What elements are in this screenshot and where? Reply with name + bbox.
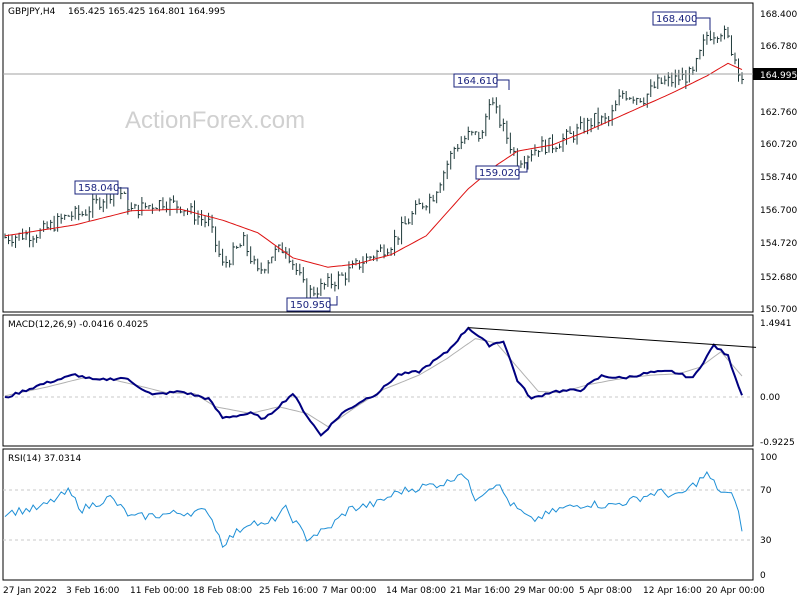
price-tick: 154.720 bbox=[760, 239, 797, 249]
annotation-low2-label: 159.020 bbox=[479, 168, 520, 179]
moving-average-line bbox=[4, 62, 743, 268]
price-axis: 168.400 166.780 164.995 162.760 160.720 … bbox=[753, 10, 797, 315]
price-panel-frame bbox=[2, 2, 754, 313]
price-panel[interactable]: ActionForex.com GBPJPY,H4 165.425 165.42… bbox=[2, 2, 797, 315]
macd-label: MACD(12,26,9) -0.0416 0.4025 bbox=[8, 320, 148, 330]
annotation-high2-label: 164.610 bbox=[457, 76, 498, 87]
time-tick: 14 Mar 08:00 bbox=[386, 586, 446, 596]
price-tick: 150.700 bbox=[760, 305, 797, 315]
price-tick: 162.760 bbox=[760, 108, 797, 118]
macd-tick: 0.00 bbox=[760, 393, 780, 403]
time-tick: 11 Feb 00:00 bbox=[130, 586, 189, 596]
time-tick: 25 Feb 16:00 bbox=[259, 586, 318, 596]
last-price-box bbox=[753, 68, 797, 80]
time-tick: 18 Feb 08:00 bbox=[193, 586, 252, 596]
price-tick: 168.400 bbox=[760, 10, 797, 20]
price-tick: 160.720 bbox=[760, 140, 797, 150]
rsi-panel-frame bbox=[2, 448, 754, 581]
rsi-label: RSI(14) 37.0314 bbox=[8, 454, 81, 464]
last-price-tick: 164.995 bbox=[760, 71, 797, 81]
price-tick: 166.780 bbox=[760, 42, 797, 52]
time-tick: 7 Mar 00:00 bbox=[322, 586, 377, 596]
annotation-low1-label: 150.950 bbox=[290, 300, 331, 311]
symbol-label: GBPJPY,H4 bbox=[8, 7, 56, 17]
rsi-tick: 0 bbox=[760, 571, 766, 581]
price-tick: 152.680 bbox=[760, 273, 797, 283]
time-axis: 27 Jan 2022 3 Feb 16:00 11 Feb 00:00 18 … bbox=[3, 586, 765, 596]
rsi-tick: 30 bbox=[760, 536, 772, 546]
annotation-high1: 158.040 bbox=[74, 180, 129, 200]
time-tick: 3 Feb 16:00 bbox=[66, 586, 120, 596]
time-tick: 20 Apr 00:00 bbox=[706, 586, 765, 596]
annotation-high3-label: 168.400 bbox=[656, 14, 697, 25]
time-tick: 27 Jan 2022 bbox=[3, 586, 57, 596]
annotation-high1-label: 158.040 bbox=[78, 183, 119, 194]
annotation-high2: 164.610 bbox=[453, 73, 510, 90]
macd-main-line bbox=[4, 326, 743, 437]
macd-panel-frame bbox=[2, 314, 754, 447]
ohlc-readout: 165.425 165.425 164.801 164.995 bbox=[68, 7, 225, 17]
time-tick: 21 Mar 16:00 bbox=[450, 586, 510, 596]
macd-tick: -0.9225 bbox=[760, 438, 795, 448]
time-tick: 29 Mar 00:00 bbox=[514, 586, 574, 596]
macd-tick: 1.4941 bbox=[760, 319, 792, 329]
watermark: ActionForex.com bbox=[125, 107, 305, 134]
rsi-tick: 70 bbox=[760, 486, 772, 496]
time-tick: 5 Apr 08:00 bbox=[579, 586, 632, 596]
price-tick: 156.700 bbox=[760, 206, 797, 216]
rsi-line bbox=[4, 470, 743, 549]
annotation-low2: 159.020 bbox=[475, 162, 528, 180]
rsi-tick: 100 bbox=[760, 453, 777, 463]
annotation-low1: 150.950 bbox=[286, 296, 338, 312]
rsi-panel[interactable]: RSI(14) 37.0314 100 70 30 0 bbox=[2, 448, 777, 581]
macd-panel[interactable]: MACD(12,26,9) -0.0416 0.4025 1.4941 0.00… bbox=[2, 314, 795, 448]
time-tick: 12 Apr 16:00 bbox=[643, 586, 702, 596]
price-tick: 158.740 bbox=[760, 173, 797, 183]
macd-trend-line bbox=[468, 327, 757, 348]
annotation-high3: 168.400 bbox=[652, 11, 711, 30]
